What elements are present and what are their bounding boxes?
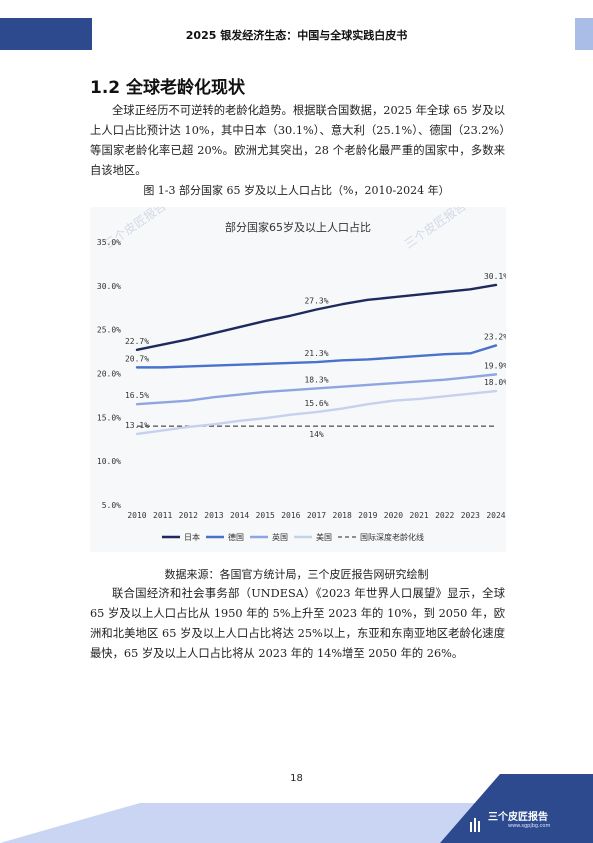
header-block-right	[575, 18, 593, 50]
logo-icon	[470, 818, 480, 832]
legend-label: 英国	[272, 532, 288, 542]
data-label: 19.9%	[484, 361, 506, 370]
x-tick-label: 2024	[486, 511, 505, 520]
header-block-left	[0, 18, 92, 50]
body-paragraph: 联合国经济和社会事务部（UNDESA）《2023 年世界人口展望》显示，全球 6…	[90, 587, 505, 660]
data-label: 21.3%	[304, 349, 328, 358]
chart-container: 三个皮匠报告 三个皮匠报告 部分国家65岁及以上人口占比 5.0% 10.0% 15…	[90, 207, 506, 552]
x-tick-label: 2013	[204, 511, 223, 520]
chart-watermark-2: 三个皮匠报告	[401, 207, 469, 251]
x-tick-label: 2023	[461, 511, 480, 520]
x-tick-label: 2017	[307, 511, 326, 520]
page-number: 18	[290, 773, 303, 784]
data-label: 27.3%	[304, 297, 328, 306]
x-tick-label: 2015	[256, 511, 275, 520]
series-line-2	[135, 373, 498, 406]
x-tick-label: 2020	[384, 511, 403, 520]
footer-logo-text: 三个皮匠报告	[488, 812, 548, 823]
series-line-1	[135, 344, 498, 369]
y-tick-label: 10.0%	[97, 457, 121, 466]
data-label: 30.1%	[484, 272, 506, 281]
x-tick-label: 2014	[230, 511, 249, 520]
y-tick-label: 35.0%	[97, 238, 121, 247]
legend-label: 德国	[228, 532, 244, 542]
y-tick-label: 5.0%	[102, 501, 121, 510]
x-tick-label: 2012	[179, 511, 198, 520]
footer-logo-url: www.sgpjbg.com	[508, 823, 551, 829]
y-tick-label: 25.0%	[97, 326, 121, 335]
y-tick-label: 15.0%	[97, 413, 121, 422]
header-title: 2025 银发经济生态：中国与全球实践白皮书	[185, 29, 408, 42]
x-tick-label: 2010	[127, 511, 146, 520]
x-tick-label: 2016	[281, 511, 300, 520]
y-tick-label: 30.0%	[97, 282, 121, 291]
y-tick-label: 20.0%	[97, 370, 121, 379]
legend-label: 美国	[316, 532, 332, 542]
series-line-0	[135, 283, 498, 352]
data-label: 22.7%	[125, 337, 149, 346]
figure-caption: 图 1-3 部分国家 65 岁及以上人口占比（%，2010-2024 年）	[143, 184, 450, 197]
x-tick-label: 2011	[153, 511, 172, 520]
x-tick-label: 2022	[435, 511, 454, 520]
series-line-3	[135, 389, 498, 436]
reference-line-label: 14%	[309, 430, 324, 439]
footer-decoration	[0, 774, 593, 843]
data-source: 数据来源：各国官方统计局，三个皮匠报告网研究绘制	[164, 568, 429, 581]
x-tick-label: 2018	[333, 511, 352, 520]
x-tick-label: 2019	[358, 511, 377, 520]
x-tick-label: 2021	[409, 511, 428, 520]
data-label: 23.2%	[484, 332, 506, 341]
chart-title: 部分国家65岁及以上人口占比	[225, 220, 371, 234]
footer-light-band	[0, 803, 593, 843]
legend-label: 国际深度老龄化线	[360, 532, 424, 542]
data-label: 18.3%	[304, 375, 328, 384]
line-chart: 三个皮匠报告 三个皮匠报告 部分国家65岁及以上人口占比 5.0%10.0%15…	[97, 207, 506, 542]
data-label: 20.7%	[125, 354, 149, 363]
data-label: 15.6%	[304, 399, 328, 408]
intro-paragraph: 全球正经历不可逆转的老龄化趋势。根据联合国数据，2025 年全球 65 岁及以上…	[90, 104, 505, 177]
data-label: 16.5%	[125, 391, 149, 400]
data-label: 18.0%	[484, 378, 506, 387]
data-label: 13.1%	[125, 421, 149, 430]
section-title: 1.2 全球老龄化现状	[90, 78, 246, 98]
legend-label: 日本	[184, 532, 200, 542]
